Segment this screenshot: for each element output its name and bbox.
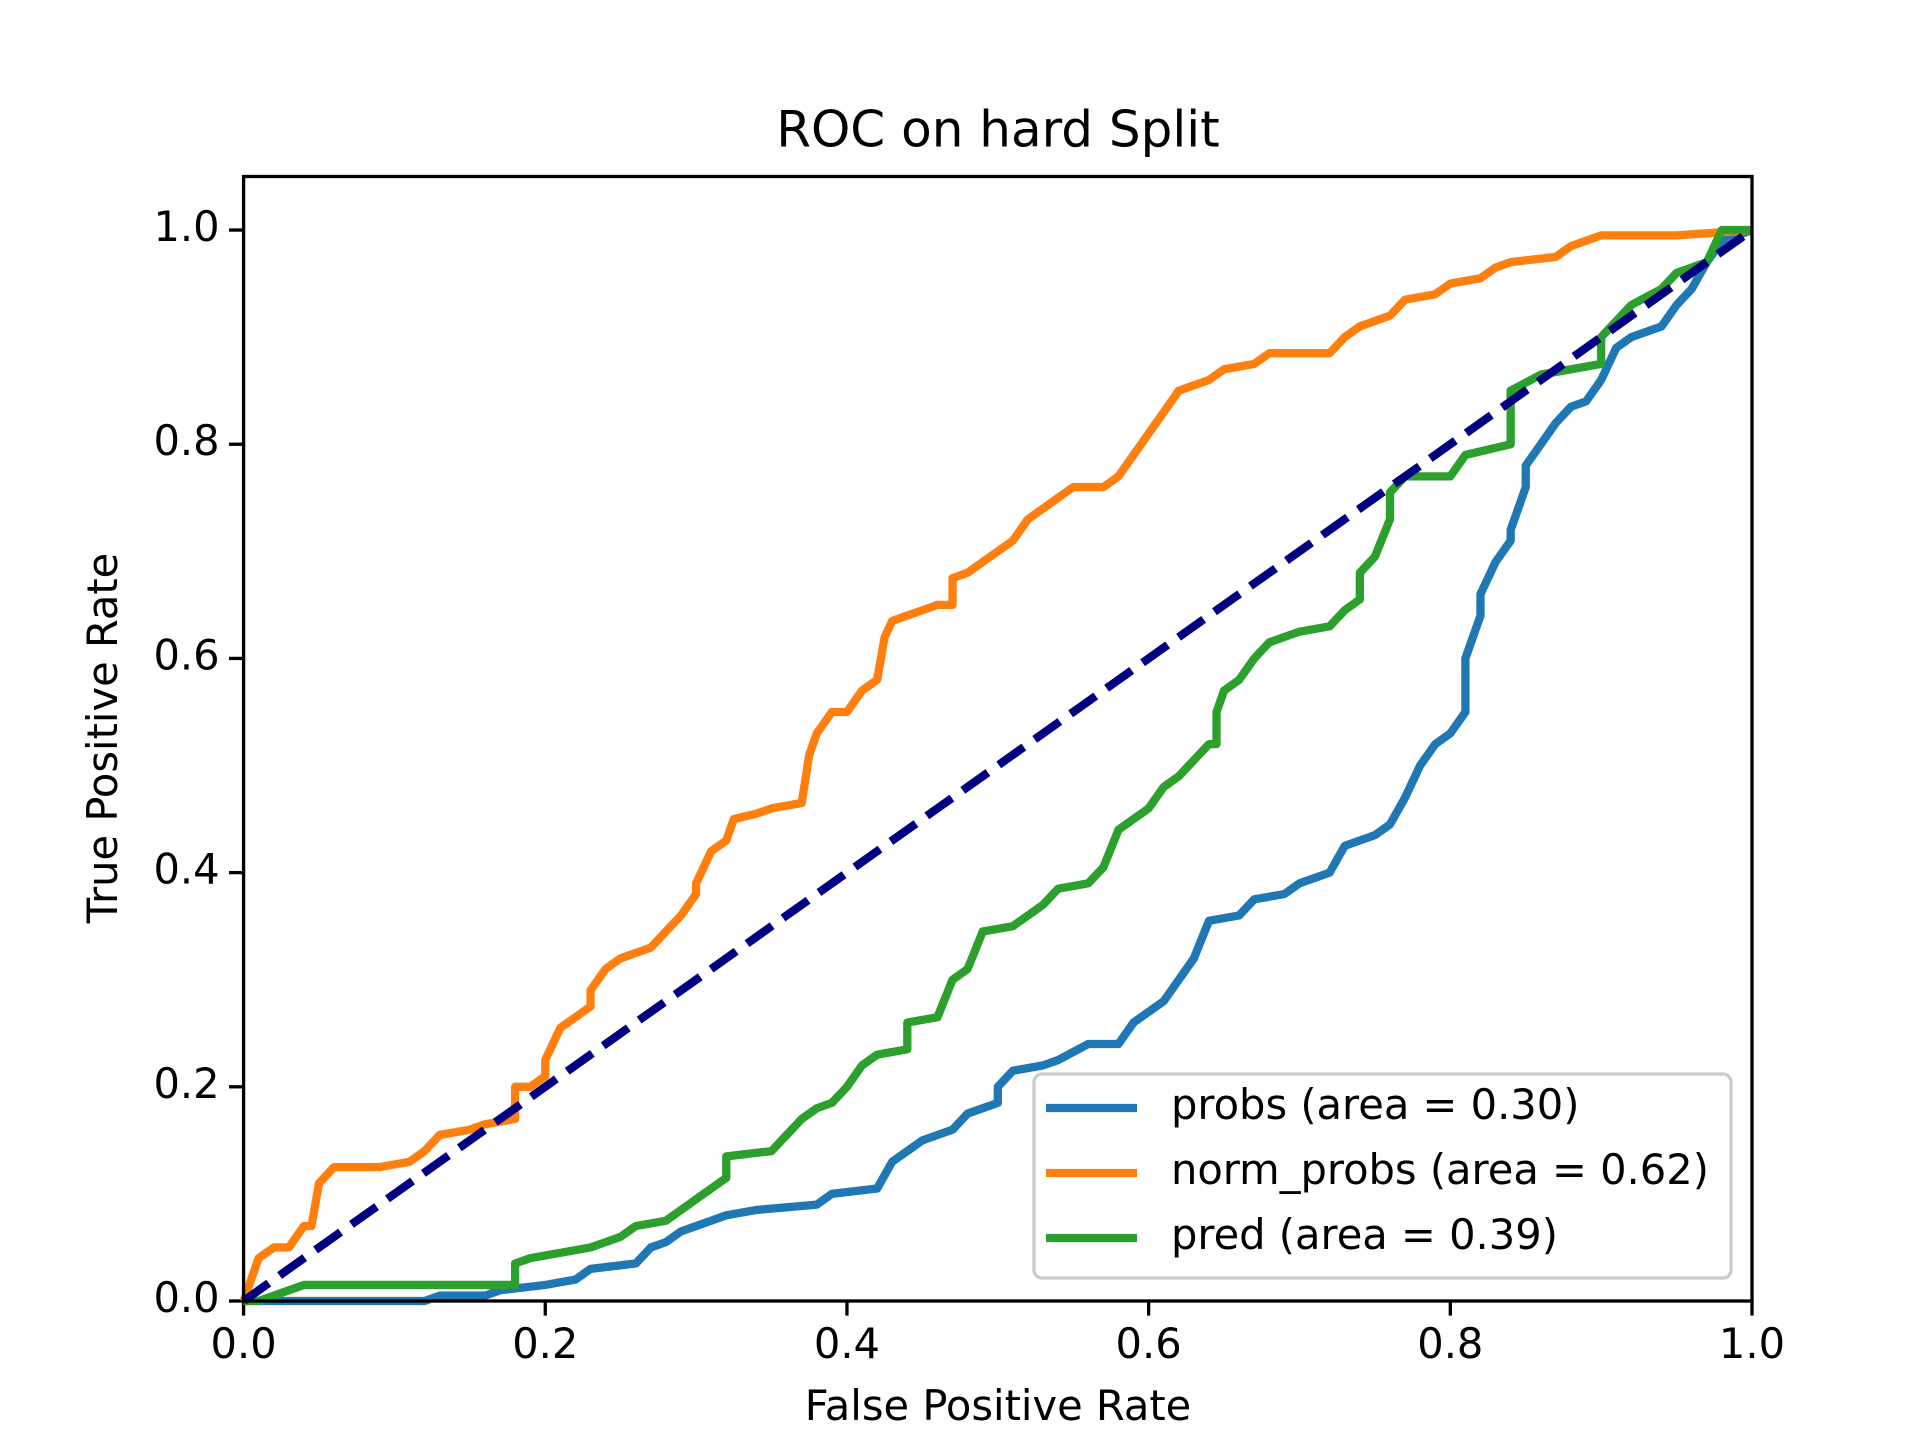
y-tick-label: 0.6 xyxy=(153,630,219,679)
legend-label: norm_probs (area = 0.62) xyxy=(1171,1145,1709,1194)
axes-frame xyxy=(241,174,1754,1303)
y-tick-label: 0.8 xyxy=(153,416,219,465)
y-tick-label: 0.0 xyxy=(153,1273,219,1322)
x-tick-label: 0.6 xyxy=(1116,1319,1182,1368)
roc-line xyxy=(243,226,1754,1306)
y-axis-label: True Positive Rate xyxy=(78,553,127,925)
y-tick-label: 1.0 xyxy=(153,202,219,251)
x-tick-label: 0.8 xyxy=(1417,1319,1483,1368)
legend-label: pred (area = 0.39) xyxy=(1171,1210,1558,1259)
x-axis-label: False Positive Rate xyxy=(805,1381,1192,1430)
legend-box xyxy=(1032,1072,1733,1280)
x-tick-label: 0.2 xyxy=(512,1319,578,1368)
chart-title: ROC on hard Split xyxy=(776,101,1220,159)
y-tick-label: 0.2 xyxy=(153,1059,219,1108)
y-tick-label: 0.4 xyxy=(153,845,219,894)
x-tick-label: 1.0 xyxy=(1719,1319,1785,1368)
legend-label: probs (area = 0.30) xyxy=(1171,1080,1579,1129)
x-tick-label: 0.4 xyxy=(814,1319,880,1368)
x-tick-label: 0.0 xyxy=(211,1319,277,1368)
roc-line xyxy=(243,225,1752,1306)
roc-line xyxy=(239,225,1753,1303)
